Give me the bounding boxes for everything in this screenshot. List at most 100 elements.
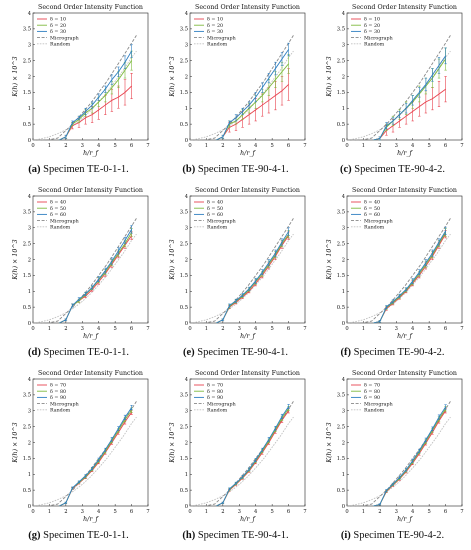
y-tick-label: 0.5 [337,305,345,311]
caption-tag: (g) [28,530,41,541]
y-tick-label: 1.5 [23,90,31,96]
x-tick-label: 5 [427,326,430,332]
x-tick-label: 0 [345,509,348,515]
x-tick-label: 1 [48,509,51,515]
panel-caption: (a) Specimen TE-0-1-1. [0,164,157,175]
legend-label: Random [364,408,385,414]
y-axis-label: K(h) × 10^3 [326,239,333,280]
legend-label: Random [207,408,228,414]
y-tick-label: 2 [28,257,31,263]
x-tick-label: 4 [97,326,101,332]
caption-tag: (d) [27,347,41,358]
series-line [59,229,132,324]
legend-label: δ = 70 [207,383,223,389]
x-tick-label: 5 [427,509,430,515]
x-tick-label: 4 [411,326,415,332]
micrograph-curve [190,400,294,507]
chart-panel: Second Order Intensity Function 0 1 2 3 4 5 6 7 0… [12,4,150,157]
legend-label: δ = 10 [364,17,380,23]
y-tick-label: 1.5 [23,456,31,462]
x-tick-label: 5 [113,143,116,149]
x-tick-label: 1 [205,509,208,515]
series-line [216,231,289,324]
y-tick-label: 2.5 [180,424,188,430]
x-axis-label: h/r_f [83,516,99,523]
legend-label: δ = 90 [50,395,66,401]
x-tick-label: 2 [378,326,381,332]
series-line [216,63,289,141]
y-tick-label: 1.5 [337,456,345,462]
chart-title: Second Order Intensity Function [195,370,300,377]
y-tick-label: 2 [342,440,345,446]
y-tick-label: 3.5 [180,27,188,33]
y-tick-label: 2 [28,74,31,80]
y-tick-label: 3.5 [337,210,345,216]
caption-tag: (f) [340,347,352,358]
caption-tag: (i) [340,530,351,541]
y-tick-label: 1 [185,106,188,112]
chart-title: Second Order Intensity Function [38,4,143,11]
x-tick-label: 6 [130,326,133,332]
y-tick-label: 4 [185,194,189,200]
x-tick-label: 4 [254,326,258,332]
x-tick-label: 3 [238,326,241,332]
x-tick-label: 5 [113,326,116,332]
chart-panel: Second Order Intensity Function 0 1 2 3 4 5 6 7 0… [12,370,150,523]
y-tick-label: 2.5 [23,424,31,430]
y-tick-label: 0.5 [180,122,188,128]
caption-tag: (b) [182,164,196,175]
x-tick-label: 6 [444,143,447,149]
series-line [373,55,446,141]
series-line [373,88,446,141]
x-tick-label: 7 [146,143,149,149]
legend-label: Micrograph [364,218,393,224]
x-axis-label: h/r_f [397,333,413,340]
legend-label: δ = 10 [207,17,223,23]
y-tick-label: 0 [185,321,188,327]
y-tick-label: 4 [342,377,346,383]
y-tick-label: 1.5 [180,456,188,462]
legend-label: δ = 30 [207,29,223,35]
chart-title: Second Order Intensity Function [352,187,457,194]
series-line [373,230,446,324]
x-tick-label: 2 [378,509,381,515]
random-curve [189,233,294,324]
y-tick-label: 3.5 [337,393,345,399]
x-tick-label: 3 [81,143,84,149]
x-tick-label: 3 [395,143,398,149]
caption-text: Specimen TE-90-4-2. [351,347,445,358]
y-tick-label: 0 [185,138,188,144]
x-tick-label: 4 [254,509,258,515]
y-tick-label: 1 [28,289,31,295]
legend-label: δ = 40 [50,200,66,206]
panel-caption: (h) Specimen TE-90-4-1. [157,530,314,541]
legend-label: δ = 80 [364,389,380,395]
y-tick-label: 1 [342,289,345,295]
y-axis-label: K(h) × 10^3 [169,422,176,463]
x-tick-label: 0 [188,143,191,149]
chart-title: Second Order Intensity Function [352,4,457,11]
random-curve [346,416,451,507]
x-axis-label: h/r_f [397,516,413,523]
series-line [59,50,132,141]
micrograph-curve [347,217,451,324]
y-tick-label: 1 [342,106,345,112]
legend-label: δ = 50 [207,206,223,212]
y-axis-label: K(h) × 10^3 [12,239,19,280]
series-line [373,408,446,507]
x-tick-label: 6 [287,143,290,149]
y-tick-label: 4 [28,11,32,17]
panel-caption: (d) Specimen TE-0-1-1. [0,347,157,358]
y-tick-label: 2 [185,74,188,80]
legend-label: δ = 20 [50,23,66,29]
legend-label: Micrograph [364,401,393,407]
x-tick-label: 4 [97,143,101,149]
y-tick-label: 2.5 [23,58,31,64]
legend-label: Random [207,42,228,48]
x-axis-label: h/r_f [83,333,99,340]
x-tick-label: 3 [238,143,241,149]
legend-label: δ = 90 [364,395,380,401]
